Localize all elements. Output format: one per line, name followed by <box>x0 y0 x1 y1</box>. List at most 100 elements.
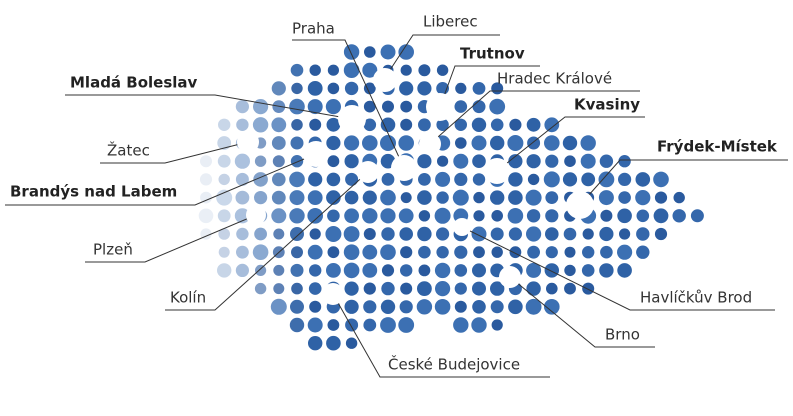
city-label: Brno <box>605 326 640 344</box>
map-dot <box>363 100 376 113</box>
map-dot <box>309 64 321 76</box>
map-dot <box>289 190 305 206</box>
map-dot <box>654 191 668 204</box>
leader-line <box>496 116 645 172</box>
map-dot <box>255 264 267 276</box>
map-dot <box>343 62 360 78</box>
map-dot <box>417 226 432 242</box>
map-dot <box>490 281 505 296</box>
location <box>499 266 521 288</box>
map-dot <box>254 191 268 205</box>
map-dot <box>526 154 541 169</box>
map-dot <box>200 228 212 240</box>
map-dot <box>235 190 250 205</box>
map-dot <box>400 118 413 131</box>
map-dot <box>435 171 451 187</box>
map-dot <box>580 153 596 169</box>
city-label: Frýdek-Místek <box>657 138 778 156</box>
map-dot <box>436 118 449 131</box>
map-dot <box>344 281 359 296</box>
map-dot <box>418 264 431 277</box>
map-dot <box>290 63 304 77</box>
location <box>322 283 344 305</box>
map-dot <box>454 118 467 131</box>
map-dot <box>345 337 358 349</box>
city-label: Brandýs nad Labem <box>10 183 177 201</box>
map-dot <box>254 282 267 295</box>
map-dot <box>199 173 213 186</box>
map-dot <box>544 299 560 315</box>
map-dot <box>253 99 269 115</box>
map-dot <box>362 62 378 78</box>
map-dot <box>289 171 305 188</box>
map-dot <box>434 207 451 224</box>
locations <box>237 68 594 305</box>
map-dot <box>526 209 541 223</box>
map-dot <box>344 299 359 314</box>
map-dot <box>417 281 432 296</box>
map-dot <box>217 154 231 168</box>
map-dot <box>509 118 522 131</box>
map-dot <box>362 135 378 151</box>
map-dot <box>217 136 232 150</box>
map-dot <box>400 100 413 113</box>
map-dot <box>453 153 469 169</box>
location <box>237 131 259 153</box>
map-dot <box>200 155 212 168</box>
map-dot <box>380 189 396 206</box>
map-dot <box>307 81 323 96</box>
map-dot <box>455 82 467 94</box>
map-dot <box>344 154 359 169</box>
map-dot <box>327 246 340 259</box>
map-dot <box>654 227 668 241</box>
map-dot <box>381 264 395 277</box>
map-dot <box>618 191 631 204</box>
map-dot <box>363 318 377 332</box>
map-dot <box>291 119 303 131</box>
map-dot <box>544 135 560 151</box>
map-dot <box>307 317 323 333</box>
map-dot <box>491 210 504 222</box>
map-dot <box>582 246 595 259</box>
map-dot <box>218 173 230 186</box>
city-label: Havlíčkův Brod <box>640 289 752 307</box>
leader-line <box>579 159 788 206</box>
map-dot <box>471 226 487 242</box>
map-dot <box>290 227 304 241</box>
map-dot <box>308 336 323 351</box>
map-dot <box>473 210 485 222</box>
map-dot <box>471 135 487 151</box>
map-dot <box>345 172 359 186</box>
map-dot <box>526 226 542 242</box>
map-dot <box>454 172 468 186</box>
map-dot <box>600 245 613 259</box>
map-dot <box>290 136 304 150</box>
leader-line <box>461 226 775 311</box>
map-dot <box>380 244 396 260</box>
map-dot <box>618 155 631 168</box>
map-dot <box>327 82 340 95</box>
map-dot <box>435 281 451 297</box>
map-dot <box>236 118 249 131</box>
map-dot <box>598 171 615 188</box>
map-dot <box>653 171 669 188</box>
map-dot <box>289 98 305 115</box>
map-dot <box>436 64 449 76</box>
map-dot <box>362 190 377 205</box>
map-dot <box>636 209 650 223</box>
map-dot <box>472 281 486 296</box>
map-dot <box>564 264 576 277</box>
map-dot <box>235 172 249 186</box>
map-dot <box>308 172 323 187</box>
map-dot <box>400 192 412 204</box>
map-dot <box>236 245 249 259</box>
map-dot <box>472 263 486 278</box>
map-dot <box>490 190 505 205</box>
leader-line <box>439 65 540 108</box>
map-dot <box>544 117 560 133</box>
map-dot <box>290 263 304 277</box>
map-dot <box>434 299 451 315</box>
map-dot <box>564 155 576 167</box>
map-dot <box>362 244 378 260</box>
map-dot <box>273 283 285 295</box>
